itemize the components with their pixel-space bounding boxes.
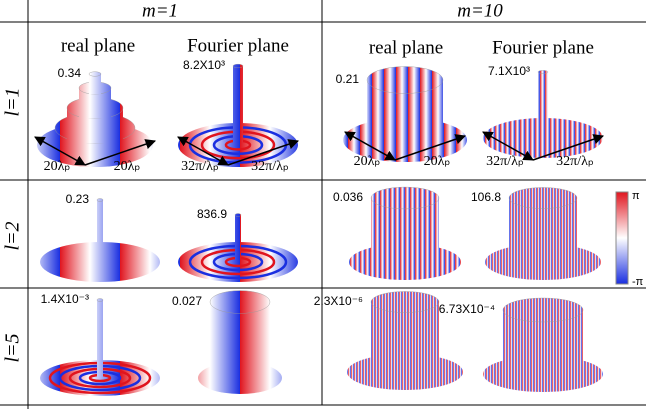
peak-value: 0.34 [58, 66, 82, 80]
cylinder-top [97, 299, 103, 302]
plane-header: Fourier plane [492, 37, 594, 58]
axis-label: 32π/λₚ [486, 154, 524, 169]
cylinder [97, 200, 103, 262]
cylinder [233, 66, 243, 145]
plane-header: real plane [369, 37, 443, 58]
cylinder-top [97, 199, 103, 202]
row-label: l=1 [2, 87, 24, 116]
peak-value: 2.3X10⁻⁶ [314, 294, 363, 308]
peak-value: 0.036 [333, 190, 363, 204]
cylinder [235, 215, 241, 262]
peak-value: 0.027 [172, 294, 202, 308]
axis-label: 32π/λₚ [251, 159, 289, 174]
cylinder-top [210, 291, 270, 314]
column-header: m=10 [457, 0, 503, 21]
cylinder-top [89, 72, 101, 77]
cylinder-top [371, 291, 439, 312]
peak-value: 106.8 [471, 190, 501, 204]
cylinder [97, 300, 103, 378]
plane-header: real plane [61, 35, 135, 56]
axis-label: 20λₚ [354, 154, 381, 169]
cylinder [538, 72, 548, 138]
peak-value: 6.73X10⁻⁴ [439, 302, 495, 316]
cylinder-top [509, 187, 577, 208]
row-label: l=2 [2, 221, 24, 250]
axis-label: 20λₚ [424, 154, 451, 169]
cylinder-top [503, 298, 583, 322]
figure: m=1 m=10 real plane Fourier plane real p… [0, 0, 646, 409]
colorbar-label: π [632, 190, 640, 202]
cylinder-top [371, 187, 439, 209]
cylinder-top [233, 64, 243, 68]
colorbar-label: -π [632, 276, 644, 288]
plane-header: Fourier plane [187, 35, 289, 56]
cylinder-top [367, 67, 443, 94]
row-label: l=5 [2, 333, 24, 362]
axis-label: 32π/λₚ [556, 154, 594, 169]
axis-label: 32π/λₚ [181, 159, 219, 174]
column-header: m=1 [142, 0, 178, 21]
peak-value: 0.21 [336, 72, 360, 86]
peak-value: 1.4X10⁻³ [41, 292, 89, 306]
peak-value: 7.1X10³ [488, 64, 530, 78]
peak-value: 8.2X10³ [183, 58, 225, 72]
cylinder [89, 74, 101, 94]
peak-value: 836.9 [197, 207, 227, 221]
peak-value: 0.23 [66, 192, 90, 206]
cylinder-top [538, 70, 548, 73]
axis-label: 20λₚ [44, 159, 71, 174]
colorbar [616, 192, 628, 284]
cylinder-top [235, 214, 241, 217]
axis-label: 20λₚ [114, 159, 141, 174]
